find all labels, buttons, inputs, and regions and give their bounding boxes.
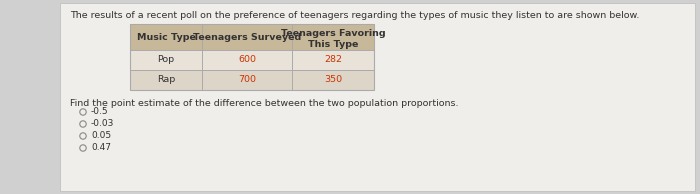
Text: -0.5: -0.5 [91, 107, 108, 117]
Text: 350: 350 [324, 75, 342, 85]
Text: 600: 600 [238, 55, 256, 64]
Text: Music Type: Music Type [136, 33, 195, 42]
Text: Rap: Rap [157, 75, 175, 85]
Text: 700: 700 [238, 75, 256, 85]
Text: 0.05: 0.05 [91, 132, 111, 140]
Text: Teenagers Favoring
This Type: Teenagers Favoring This Type [281, 29, 385, 49]
Bar [130, 50, 374, 70]
Text: Find the point estimate of the difference between the two population proportions: Find the point estimate of the differenc… [70, 99, 459, 108]
Text: Pop: Pop [158, 55, 174, 64]
Text: 0.47: 0.47 [91, 144, 111, 152]
Text: 282: 282 [324, 55, 342, 64]
Bar [130, 24, 374, 50]
Text: -0.03: -0.03 [91, 120, 114, 128]
Bar [130, 70, 374, 90]
Bar [130, 24, 374, 90]
Text: Teenagers Surveyed: Teenagers Surveyed [193, 33, 301, 42]
Text: The results of a recent poll on the preference of teenagers regarding the types : The results of a recent poll on the pref… [70, 11, 639, 20]
